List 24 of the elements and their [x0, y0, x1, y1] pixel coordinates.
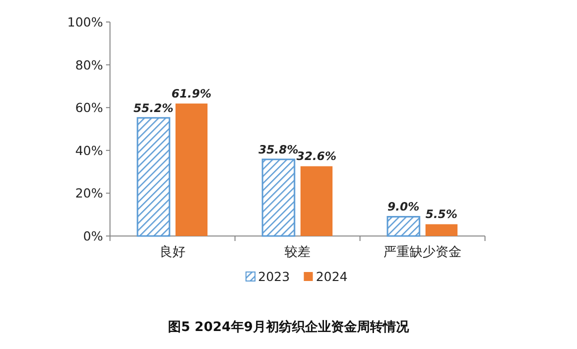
- bar: [386, 216, 420, 237]
- bar: [176, 104, 208, 236]
- legend-label: 2024: [316, 269, 348, 284]
- data-label: 35.8%: [258, 142, 298, 156]
- data-label: 61.9%: [172, 86, 212, 101]
- x-tick-label: 严重缺少资金: [384, 245, 462, 260]
- data-label: 55.2%: [134, 100, 174, 115]
- data-label: 5.5%: [426, 207, 458, 222]
- text: 图5 2024年9月初纺织企业资金周转情况: [168, 319, 410, 335]
- data-label: 9.0%: [388, 200, 420, 214]
- data-label: 32.6%: [296, 149, 336, 164]
- y-tick-label: 80%: [75, 57, 104, 72]
- bar: [136, 117, 170, 237]
- y-tick-label: 40%: [75, 142, 104, 158]
- bar: [262, 158, 296, 237]
- x-tick-label: 良好: [160, 245, 186, 260]
- y-tick-label: 60%: [75, 100, 104, 116]
- bar: [300, 166, 332, 236]
- x-tick-label: 较差: [284, 245, 310, 260]
- bar: [426, 224, 458, 236]
- y-tick-label: 0%: [83, 228, 104, 244]
- y-tick-label: 20%: [75, 186, 104, 201]
- legend-label: 2023: [258, 269, 290, 284]
- y-tick-label: 100%: [67, 14, 104, 30]
